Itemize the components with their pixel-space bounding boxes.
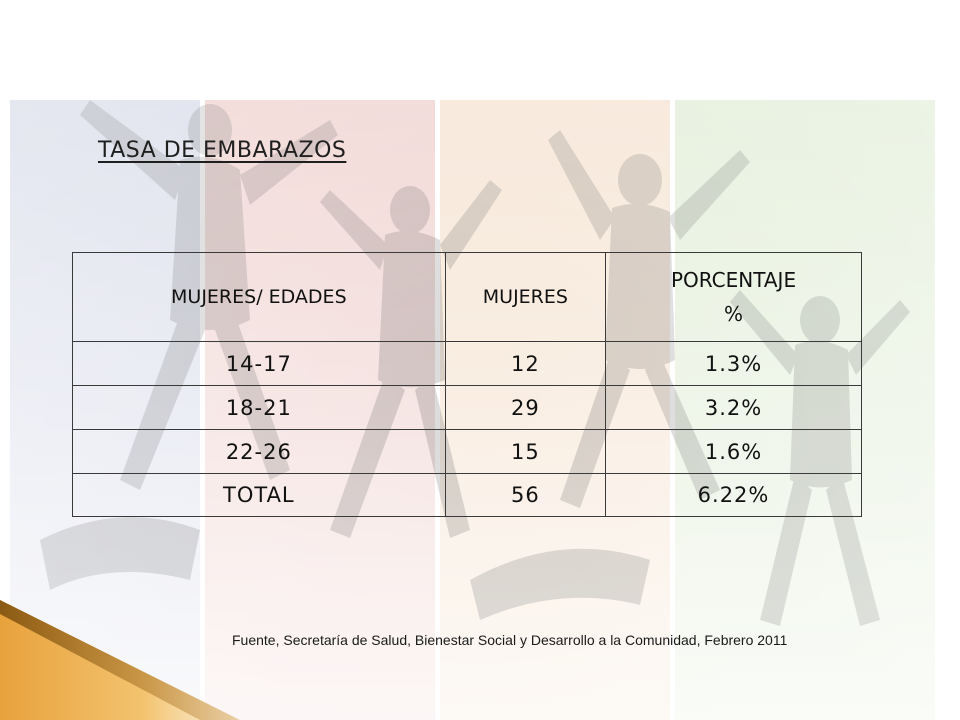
cell-women-count: 15 — [444, 429, 607, 474]
cell-total-women: 56 — [444, 473, 607, 517]
decorative-wedge — [0, 600, 240, 720]
cell-women-count: 12 — [444, 341, 607, 386]
header-percentage-label: PORCENTAJE — [670, 268, 797, 292]
table-row: 22-26 15 1.6% — [72, 429, 862, 474]
header-percentage-symbol: % — [724, 302, 744, 326]
header-women: MUJERES — [444, 252, 607, 342]
page-title: TASA DE EMBARAZOS — [98, 138, 347, 163]
right-edge-fade — [932, 0, 960, 720]
table-row: 14-17 12 1.3% — [72, 341, 862, 386]
table-total-row: TOTAL 56 6.22% — [72, 473, 862, 517]
cell-age-group: 22-26 — [72, 429, 446, 474]
cell-age-group: 14-17 — [72, 341, 446, 386]
cell-percentage: 1.3% — [605, 341, 862, 386]
cell-total-percentage: 6.22% — [605, 473, 862, 517]
header-age-groups: MUJERES/ EDADES — [72, 252, 446, 342]
table-row: 18-21 29 3.2% — [72, 385, 862, 430]
header-percentage: PORCENTAJE % — [605, 252, 862, 342]
cell-age-group: 18-21 — [72, 385, 446, 430]
table-header-row: MUJERES/ EDADES MUJERES PORCENTAJE % — [72, 252, 862, 342]
source-footnote: Fuente, Secretaría de Salud, Bienestar S… — [232, 632, 788, 648]
pregnancy-rate-table: MUJERES/ EDADES MUJERES PORCENTAJE % 14-… — [72, 252, 862, 517]
cell-percentage: 3.2% — [605, 385, 862, 430]
cell-percentage: 1.6% — [605, 429, 862, 474]
cell-women-count: 29 — [444, 385, 607, 430]
cell-total-label: TOTAL — [72, 473, 446, 517]
